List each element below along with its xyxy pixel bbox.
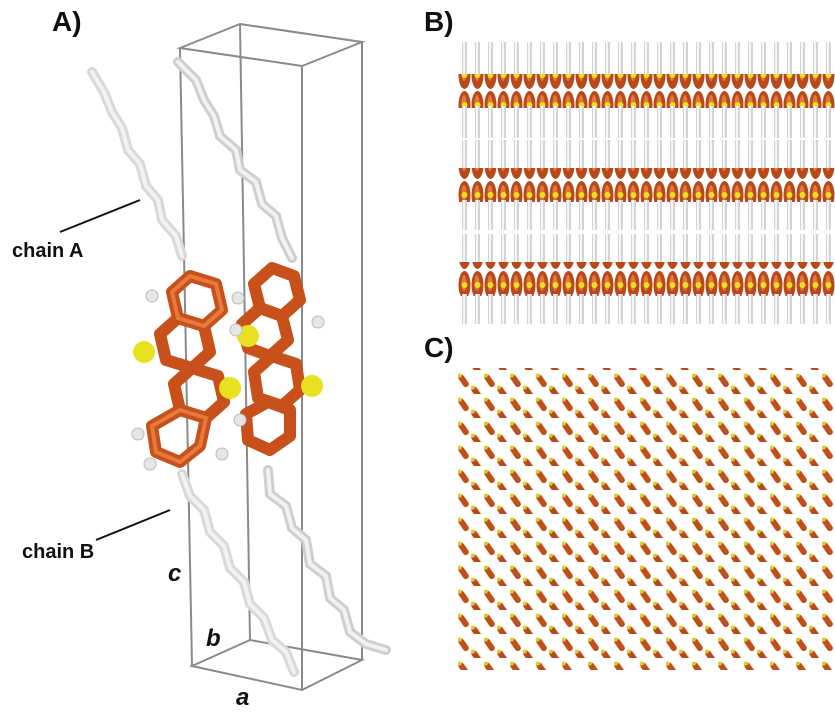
- lamella-row-2: [458, 140, 835, 230]
- chain-a-leader: [59, 199, 141, 233]
- sulfur-atom: [237, 325, 259, 347]
- axis-label-b: b: [206, 625, 221, 652]
- hydrogen-atoms: [131, 289, 325, 471]
- panel-label-b: B): [424, 6, 454, 37]
- herringbone-layer: [456, 368, 835, 670]
- chain-b-label: chain B: [22, 541, 95, 563]
- alkyl-chain-upper-2: [173, 57, 297, 263]
- lamella-row-3: [458, 234, 835, 324]
- sulfur-atom: [219, 377, 241, 399]
- chain-b-leader: [95, 509, 171, 541]
- sulfur-atom: [133, 341, 155, 363]
- chain-a-label: chain A: [12, 240, 84, 262]
- panel-a-molecule-figure: [59, 22, 391, 692]
- sulfur-atom: [301, 375, 323, 397]
- panel-label-a: A): [52, 6, 82, 37]
- axis-label-c: c: [168, 560, 182, 587]
- panel-label-c: C): [424, 332, 454, 363]
- axis-label-a: a: [236, 684, 250, 711]
- lamella-row-1: [458, 42, 835, 138]
- alkyl-chain-lower-2: [263, 465, 391, 655]
- aromatic-core-2: [236, 262, 306, 456]
